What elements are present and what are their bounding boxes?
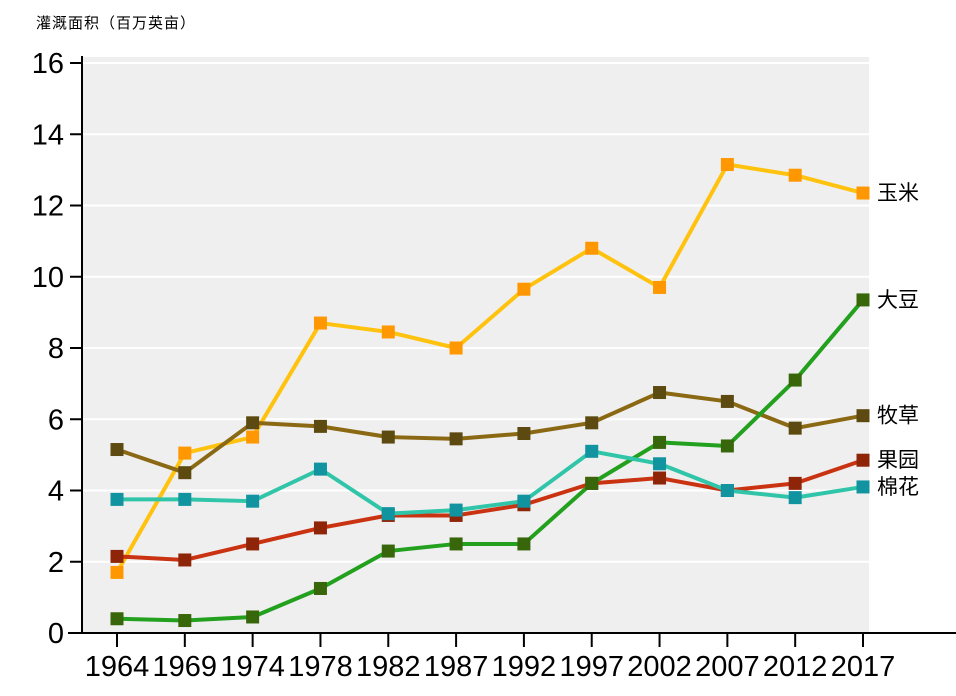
data-point-marker xyxy=(178,614,192,628)
data-point-marker xyxy=(313,419,327,433)
data-point-marker xyxy=(653,280,667,294)
data-point-marker xyxy=(178,466,192,480)
data-point-marker xyxy=(856,409,870,423)
data-point-marker xyxy=(313,521,327,535)
data-point-marker xyxy=(653,386,667,400)
x-tick-label: 1982 xyxy=(356,651,421,683)
data-point-marker xyxy=(178,553,192,567)
data-point-marker xyxy=(788,491,802,505)
data-point-marker xyxy=(856,186,870,200)
data-point-marker xyxy=(517,494,531,508)
y-tick-label: 8 xyxy=(48,333,64,365)
data-point-marker xyxy=(246,537,260,551)
data-point-marker xyxy=(653,471,667,485)
data-point-marker xyxy=(246,430,260,444)
y-tick-label: 0 xyxy=(48,618,64,650)
legend-label-2: 果园 xyxy=(877,449,919,472)
data-point-marker xyxy=(110,443,124,457)
data-point-marker xyxy=(585,476,599,490)
legend-label-3: 大豆 xyxy=(877,289,919,312)
x-tick-label: 1987 xyxy=(424,651,489,683)
data-point-marker xyxy=(449,432,463,446)
data-point-marker xyxy=(788,421,802,435)
legend-label-1: 牧草 xyxy=(877,405,919,428)
data-point-marker xyxy=(313,316,327,330)
data-point-marker xyxy=(110,565,124,579)
data-point-marker xyxy=(246,416,260,430)
data-point-marker xyxy=(449,503,463,517)
data-point-marker xyxy=(381,507,395,521)
series-line-1 xyxy=(116,390,864,475)
x-tick-label: 1964 xyxy=(85,651,150,683)
x-tick-label: 2017 xyxy=(831,651,896,683)
series-line-3 xyxy=(116,298,865,623)
data-point-marker xyxy=(720,158,734,172)
y-tick-label: 12 xyxy=(32,191,64,223)
data-point-marker xyxy=(517,427,531,440)
data-point-marker xyxy=(381,430,395,444)
data-point-marker xyxy=(110,612,124,626)
data-point-marker xyxy=(313,462,327,476)
plot-area xyxy=(83,57,869,633)
legend-label-4: 棉花 xyxy=(877,476,919,499)
data-point-marker xyxy=(856,293,870,307)
data-point-marker xyxy=(313,581,327,595)
data-point-marker xyxy=(178,492,192,506)
x-tick-label: 1992 xyxy=(492,651,557,683)
data-point-marker xyxy=(653,435,667,449)
data-point-marker xyxy=(449,537,463,551)
data-point-marker xyxy=(720,394,734,408)
data-point-marker xyxy=(178,446,192,460)
y-tick-label: 4 xyxy=(48,476,64,508)
data-point-marker xyxy=(449,341,463,355)
x-tick-label: 1969 xyxy=(153,651,218,683)
data-point-marker xyxy=(246,610,260,624)
x-tick-label: 1978 xyxy=(288,651,353,683)
y-tick-label: 10 xyxy=(32,262,64,294)
data-point-marker xyxy=(110,549,124,563)
data-point-marker xyxy=(517,282,531,296)
x-tick-label: 1997 xyxy=(559,651,624,683)
data-point-marker xyxy=(110,492,124,506)
y-tick-label: 16 xyxy=(32,48,64,80)
data-point-marker xyxy=(788,476,802,490)
series-line-4 xyxy=(117,449,864,516)
data-point-marker xyxy=(788,373,802,387)
data-point-marker xyxy=(381,325,395,339)
data-point-marker xyxy=(585,416,599,430)
data-point-marker xyxy=(856,480,870,494)
y-tick-label: 14 xyxy=(32,119,64,151)
series-line-2 xyxy=(116,458,864,562)
data-point-marker xyxy=(585,444,599,458)
data-point-marker xyxy=(788,168,802,182)
data-point-marker xyxy=(246,494,260,508)
legend-label-0: 玉米 xyxy=(877,182,919,205)
data-point-marker xyxy=(585,241,599,255)
data-point-marker xyxy=(381,544,395,558)
data-point-marker xyxy=(856,453,870,467)
data-point-marker xyxy=(653,457,667,471)
y-tick-label: 2 xyxy=(48,547,64,579)
x-tick-label: 1974 xyxy=(220,651,285,683)
y-tick-label: 6 xyxy=(48,404,64,436)
y-axis-title: 灌溉面积（百万英亩） xyxy=(36,15,197,32)
x-tick-label: 2007 xyxy=(695,651,760,683)
x-tick-label: 2002 xyxy=(627,651,692,683)
series-line-0 xyxy=(115,162,864,574)
data-point-marker xyxy=(720,439,734,453)
data-point-marker xyxy=(720,484,734,497)
x-tick-label: 2012 xyxy=(763,651,828,683)
data-point-marker xyxy=(517,537,531,551)
